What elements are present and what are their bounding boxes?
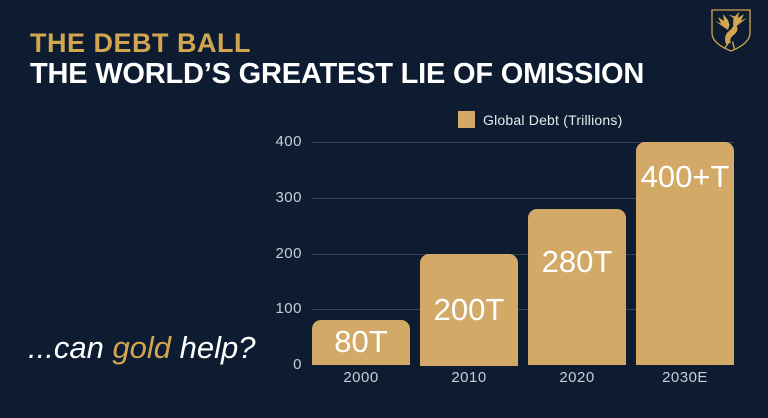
- bar-value-label: 80T: [334, 324, 388, 360]
- gridline-200: [312, 254, 734, 255]
- gridline-100: [312, 309, 734, 310]
- x-axis-tick-2000: 2000: [343, 369, 379, 386]
- y-axis-tick-300: 300: [275, 189, 302, 206]
- bar-value-label: 280T: [541, 244, 613, 279]
- chart-legend: Global Debt (Trillions): [458, 111, 622, 128]
- bar-2010: 200T: [420, 254, 518, 366]
- tagline-prefix: ...can: [28, 330, 113, 365]
- bar-value-label: 400+T: [640, 159, 730, 194]
- y-axis-tick-0: 0: [293, 356, 302, 373]
- legend-label: Global Debt (Trillions): [483, 111, 623, 128]
- x-axis-tick-2010: 2010: [451, 369, 487, 386]
- gridline-400: [312, 142, 734, 143]
- y-axis-tick-200: 200: [275, 245, 302, 262]
- x-axis-tick-2020: 2020: [559, 369, 595, 386]
- bar-value-label: 200T: [433, 291, 505, 327]
- tagline: ...can gold help?: [28, 330, 256, 366]
- y-axis-tick-400: 400: [275, 133, 302, 150]
- page-title: THE WORLD’S GREATEST LIE OF OMISSION: [30, 58, 645, 90]
- legend-swatch: [458, 111, 475, 128]
- bird-crest-icon: [711, 9, 751, 52]
- tagline-gold-word: gold: [112, 330, 172, 365]
- bar-2030E: 400+T: [636, 142, 734, 365]
- tagline-suffix: help?: [171, 330, 256, 365]
- bar-2020: 280T: [528, 209, 626, 365]
- kicker-title: THE DEBT BALL: [30, 28, 251, 58]
- bar-2000: 80T: [312, 320, 410, 365]
- y-axis-tick-100: 100: [275, 300, 302, 317]
- x-axis-tick-2030E: 2030E: [662, 369, 708, 386]
- gridline-300: [312, 198, 734, 199]
